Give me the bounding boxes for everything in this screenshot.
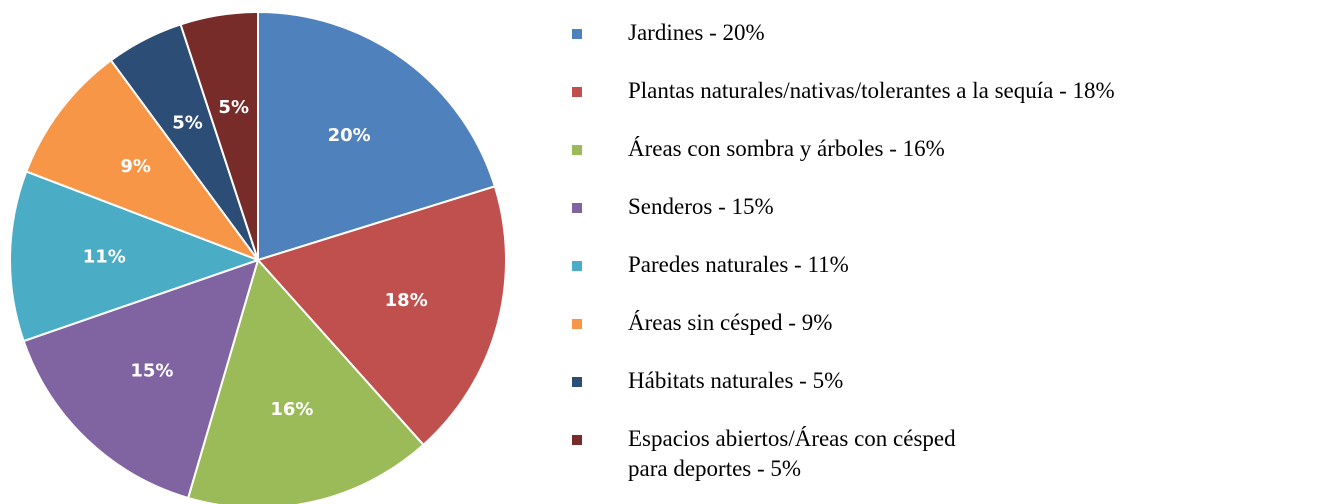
pie-slice <box>9 170 261 343</box>
pie-chart: 20% 18% 16% 15% 11% 9% 5% 5% <box>9 10 507 504</box>
pie-slice <box>179 10 259 261</box>
legend-item: Áreas con sombra y árboles - 16% <box>572 134 1115 192</box>
legend-label: Espacios abiertos/Áreas con césped para … <box>628 426 956 481</box>
pie-slice <box>25 58 261 263</box>
data-label: 5% <box>172 112 203 133</box>
legend-swatch <box>572 145 582 155</box>
legend-item: Espacios abiertos/Áreas con césped para … <box>572 424 1115 482</box>
legend-item: Áreas sin césped - 9% <box>572 308 1115 366</box>
legend-item: Hábitats naturales - 5% <box>572 366 1115 424</box>
legend-label: Paredes naturales - 11% <box>628 252 849 277</box>
legend-label: Hábitats naturales - 5% <box>628 368 844 393</box>
legend-item: Plantas naturales/nativas/tolerantes a l… <box>572 76 1115 134</box>
legend-label: Plantas naturales/nativas/tolerantes a l… <box>628 78 1115 103</box>
pie-slice <box>256 185 507 447</box>
data-label: 15% <box>130 360 173 381</box>
legend-swatch <box>572 435 582 445</box>
legend-swatch <box>572 319 582 329</box>
legend-label: Jardines - 20% <box>628 20 765 45</box>
legend-swatch <box>572 377 582 387</box>
legend-item: Jardines - 20% <box>572 18 1115 76</box>
legend-label: Áreas sin césped - 9% <box>628 310 833 335</box>
legend-swatch <box>572 203 582 213</box>
legend: Jardines - 20% Plantas naturales/nativas/… <box>572 18 1115 482</box>
legend-item: Senderos - 15% <box>572 192 1115 250</box>
data-label: 9% <box>120 156 151 177</box>
legend-swatch <box>572 29 582 39</box>
data-label: 5% <box>218 97 249 118</box>
data-label: 16% <box>270 399 313 420</box>
pie-slice <box>257 10 497 262</box>
legend-swatch <box>572 87 582 97</box>
legend-label: Áreas con sombra y árboles - 16% <box>628 136 945 161</box>
data-label: 11% <box>83 247 126 268</box>
legend-label: Senderos - 15% <box>628 194 774 219</box>
legend-item: Paredes naturales - 11% <box>572 250 1115 308</box>
data-label: 18% <box>385 290 428 311</box>
data-label: 20% <box>328 125 371 146</box>
legend-swatch <box>572 261 582 271</box>
pie-slice <box>22 258 260 500</box>
